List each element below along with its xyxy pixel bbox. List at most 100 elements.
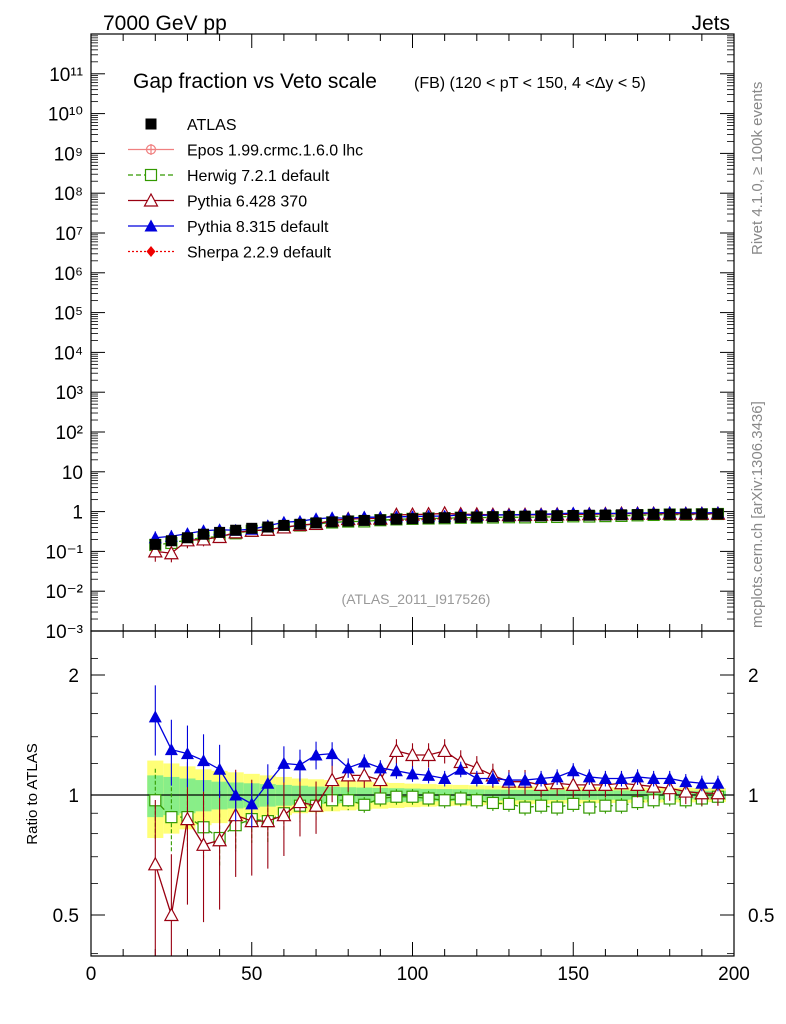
legend-marker (146, 246, 156, 257)
ratio-data-point (422, 768, 436, 781)
main-data-point (664, 508, 676, 520)
ratio-x-tick-label: 200 (718, 964, 750, 985)
ratio-data-point (615, 799, 628, 812)
main-y-tick-label: 10² (56, 423, 83, 444)
ratio-data-point (324, 772, 340, 787)
ratio-panel: 0.5 0.5 1 1 2 2 0 50 100 150 200 Ratio to ATLAS (24, 630, 774, 985)
ratio-data-point (454, 792, 467, 805)
header-right-label: Jets (691, 12, 730, 35)
main-data-point (310, 517, 322, 529)
ratio-data-point (372, 772, 388, 787)
ratio-y-tick-label-right: 1 (748, 786, 759, 807)
main-data-point (181, 532, 193, 544)
main-data-point (342, 515, 354, 527)
ratio-data-point (486, 796, 499, 810)
ratio-data-point (614, 771, 628, 784)
ratio-data-point (374, 792, 387, 805)
ratio-data-point (582, 770, 596, 783)
ratio-data-point (599, 799, 612, 812)
ratio-data-point (229, 788, 243, 801)
ratio-data-point (261, 776, 275, 789)
ratio-data-point (694, 785, 710, 800)
ratio-data-point (212, 832, 228, 847)
ratio-frame (90, 630, 735, 957)
main-data-point (471, 511, 483, 523)
main-y-tick-label: 10⁹ (54, 144, 83, 165)
ratio-data-point (486, 771, 500, 784)
ratio-data-point (647, 771, 661, 784)
ratio-data-point (710, 785, 726, 800)
main-data-point (696, 508, 708, 520)
ratio-data-point (373, 761, 387, 774)
main-y-tick-label: 10¹⁰ (48, 105, 83, 126)
legend-marker (144, 168, 158, 182)
main-series-atlas (149, 508, 724, 550)
ratio-data-point (147, 856, 163, 871)
main-y-tick-label: 10⁴ (54, 343, 83, 364)
legend-entry: Epos 1.99.crmc.1.6.0 lhc (128, 143, 363, 160)
main-data-point (648, 508, 660, 520)
ratio-data-point (583, 801, 596, 814)
ratio-data-point (406, 790, 419, 803)
main-data-point (165, 535, 177, 547)
ratio-data-point (518, 801, 532, 814)
main-y-tick-label: 1 (72, 503, 83, 524)
main-data-point (712, 508, 724, 520)
legend-label: ATLAS (187, 117, 237, 134)
legend-marker (145, 118, 157, 130)
main-data-point (583, 509, 595, 521)
main-data-point (147, 543, 163, 558)
ratio-data-point (148, 710, 162, 723)
ratio-y-tick-label-left: 1 (68, 786, 79, 807)
legend-marker (143, 192, 159, 207)
analysis-id-annotation: (ATLAS_2011_I917526) (342, 591, 491, 607)
ratio-x-tick-label: 150 (557, 964, 589, 985)
ratio-data-point (292, 794, 308, 809)
ratio-data-point (356, 767, 372, 782)
ratio-data-point (179, 811, 195, 826)
ratio-data-point (245, 797, 259, 810)
main-y-tick-label: 10¹¹ (49, 65, 83, 86)
main-data-point (439, 512, 451, 524)
ratio-data-point (551, 801, 564, 814)
main-y-tick-label: 10⁷ (55, 224, 83, 245)
ratio-data-point (196, 837, 212, 851)
legend-entry: Pythia 8.315 default (128, 219, 329, 236)
ratio-data-point (663, 771, 677, 784)
mcplots-url-label: mcplots.cern.ch [arXiv:1306.3436] (749, 401, 766, 628)
ratio-data-point (404, 747, 421, 762)
ratio-data-point (422, 792, 435, 805)
ratio-data-point (357, 755, 371, 768)
ratio-data-point (358, 798, 371, 811)
main-y-tick-label: 10⁻¹ (46, 542, 84, 563)
ratio-data-point (518, 773, 532, 786)
ratio-y-tick-label-left: 0.5 (53, 906, 79, 927)
header-left-label: 7000 GeV pp (103, 12, 227, 35)
ratio-data-point (454, 762, 468, 775)
ratio-series-pythia-8-315-default (148, 685, 725, 828)
ratio-data-point (470, 794, 483, 807)
ratio-data-point (566, 764, 580, 777)
legend-entry: Herwig 7.2.1 default (128, 168, 330, 185)
main-data-point (567, 509, 579, 521)
ratio-data-point (197, 754, 211, 767)
main-data-point (599, 509, 611, 521)
ratio-data-point (534, 799, 548, 812)
main-data-point (214, 526, 226, 538)
main-data-point (519, 510, 531, 522)
ratio-data-point (260, 813, 276, 828)
ratio-data-point (695, 776, 709, 789)
ratio-data-point (406, 767, 419, 780)
ratio-data-point (534, 771, 548, 784)
ratio-data-point (421, 747, 437, 762)
ratio-data-point (325, 747, 339, 760)
ratio-data-point (662, 780, 678, 795)
chart-title: Gap fraction vs Veto scale (133, 70, 377, 93)
ratio-axis-ticks: 0.5 0.5 1 1 2 2 0 50 100 150 200 (53, 631, 774, 985)
ratio-data-point (165, 811, 178, 824)
main-data-point (358, 514, 370, 526)
ratio-data-point (678, 783, 694, 798)
ratio-data-point (567, 797, 580, 810)
ratio-data-point (276, 807, 292, 822)
main-data-point (680, 508, 692, 520)
